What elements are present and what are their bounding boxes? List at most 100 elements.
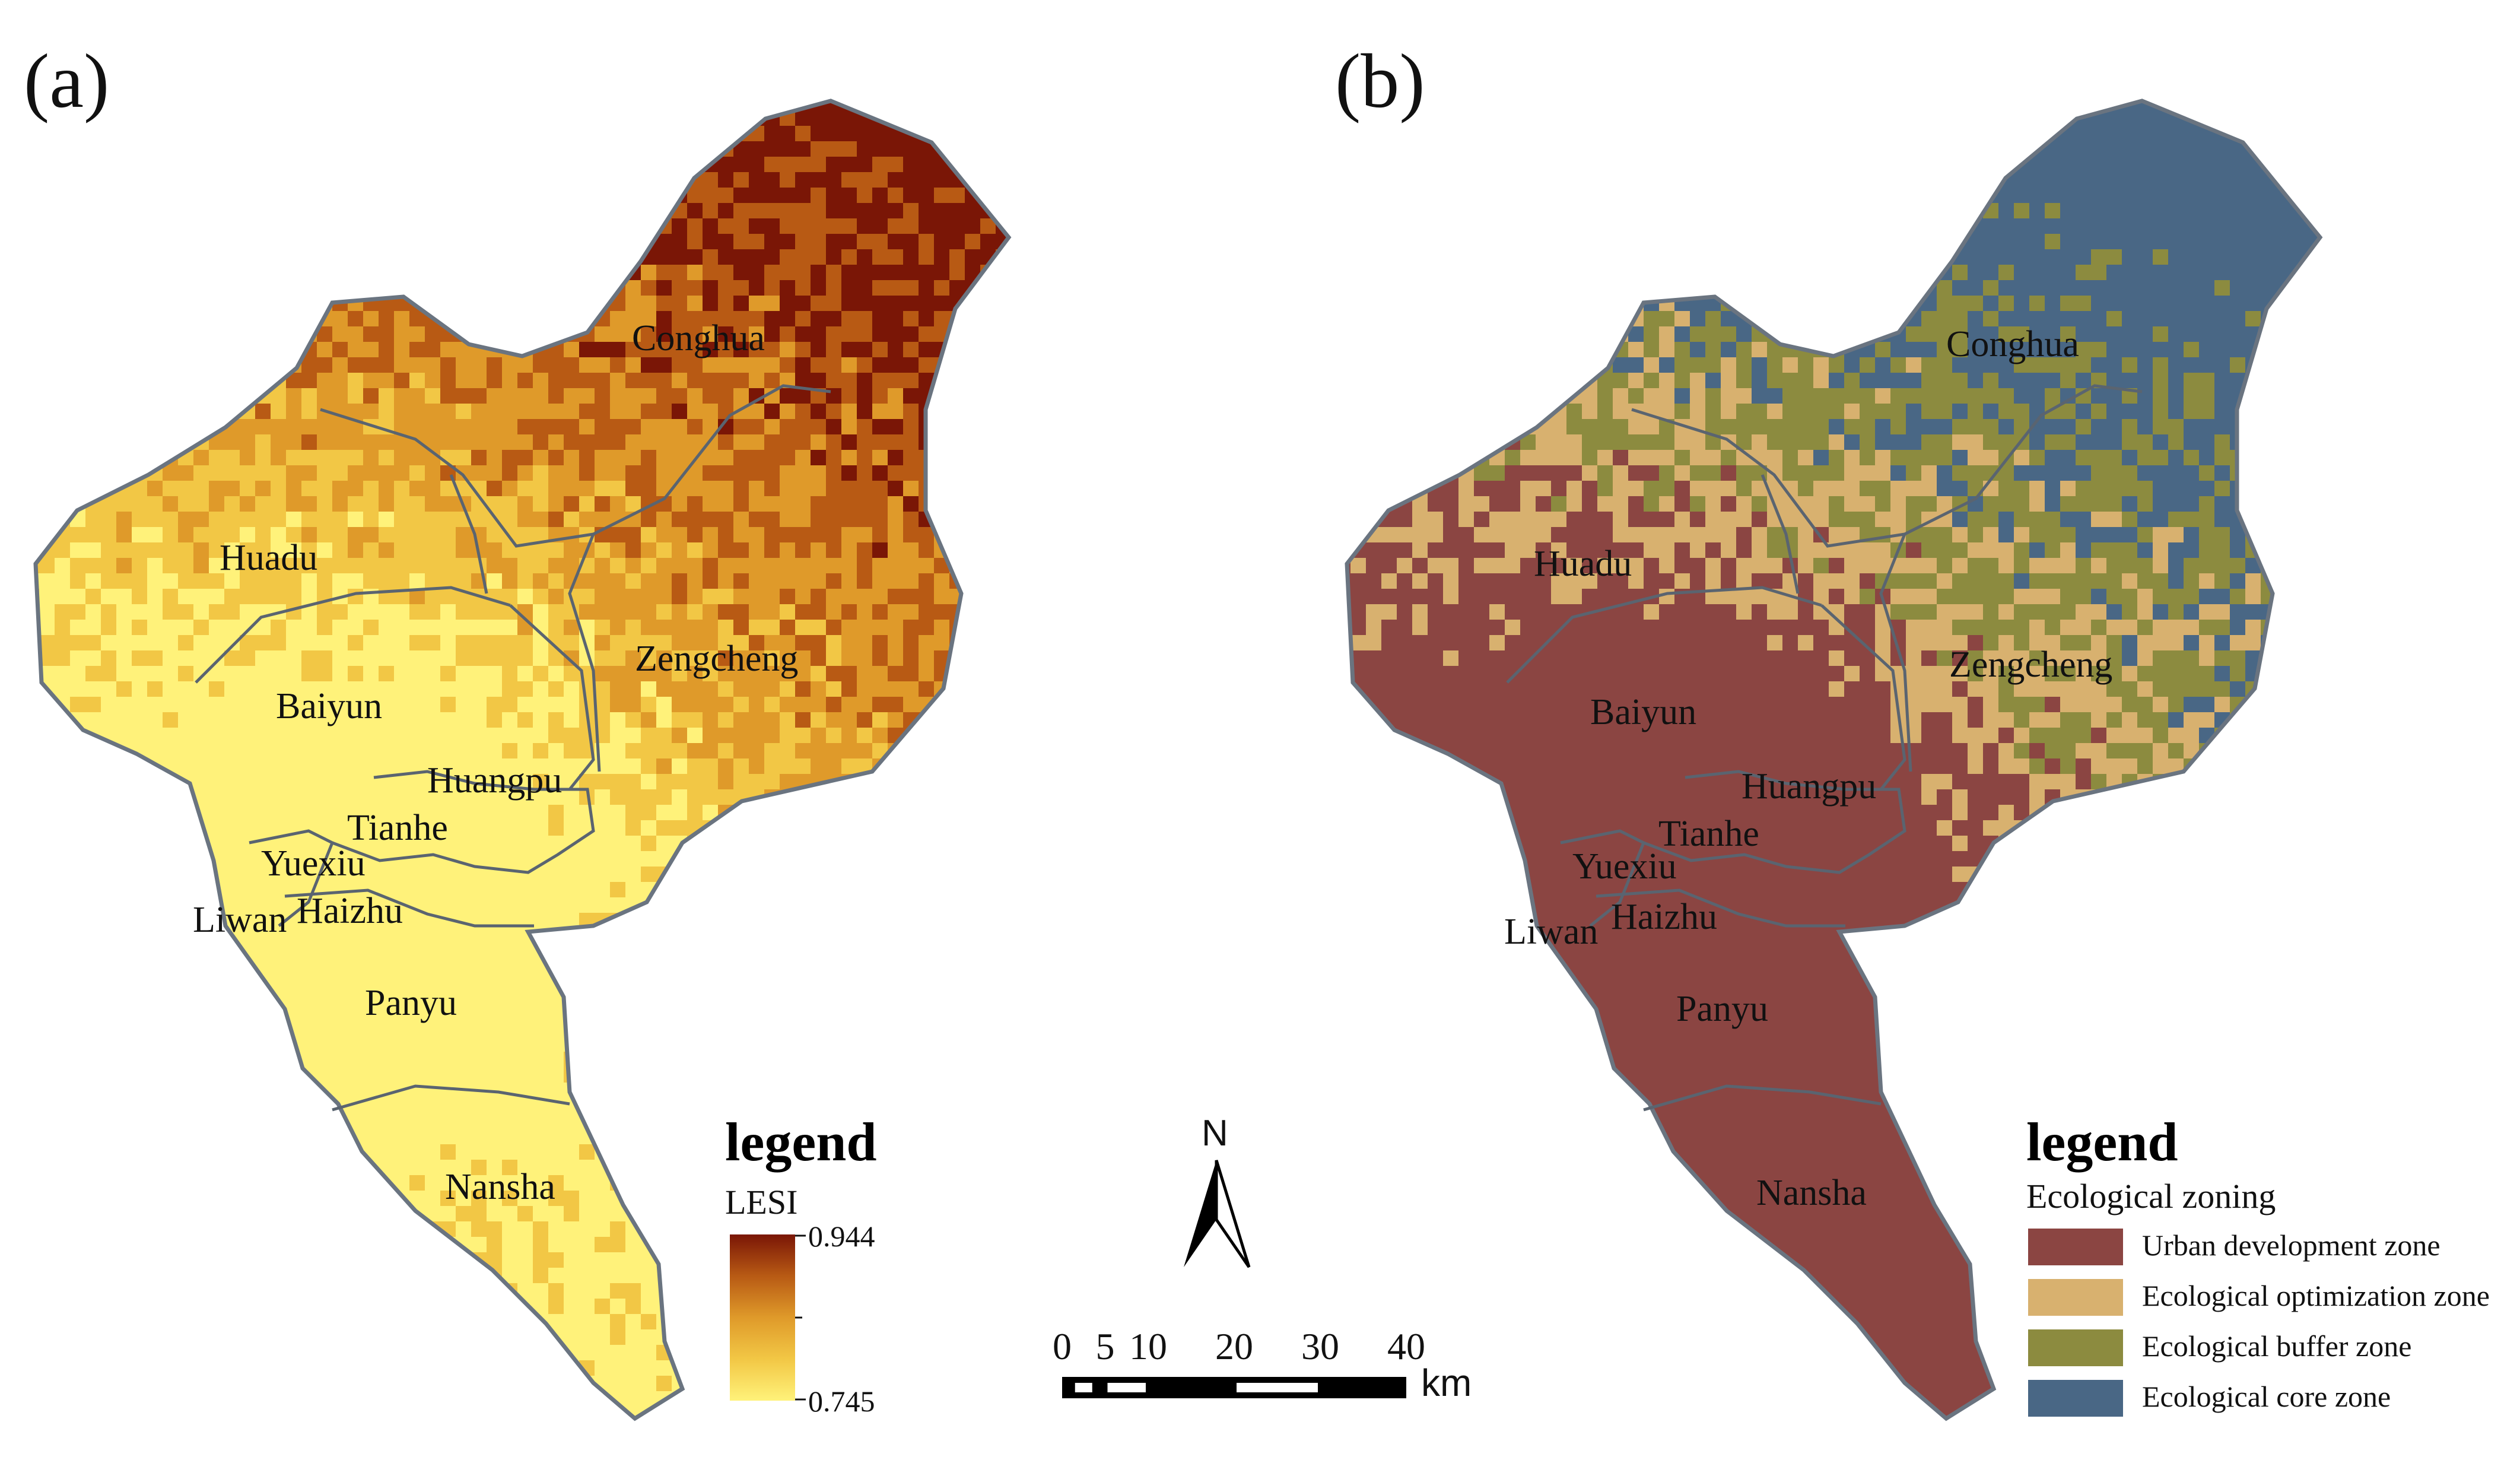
raster-cell bbox=[301, 620, 317, 636]
raster-cell bbox=[456, 188, 472, 204]
raster-cell bbox=[224, 728, 240, 744]
raster-cell bbox=[286, 635, 302, 651]
raster-cell bbox=[517, 743, 533, 759]
raster-cell bbox=[440, 527, 456, 543]
raster-cell bbox=[703, 589, 719, 605]
raster-cell bbox=[919, 1067, 935, 1083]
raster-cell bbox=[996, 1129, 1009, 1145]
raster-cell bbox=[487, 157, 503, 173]
raster-cell bbox=[888, 527, 904, 543]
raster-cell bbox=[39, 218, 55, 234]
raster-cell bbox=[934, 990, 950, 1006]
raster-cell bbox=[872, 1252, 888, 1268]
raster-cell bbox=[703, 1221, 719, 1237]
raster-cell bbox=[132, 666, 148, 682]
raster-cell bbox=[733, 326, 749, 342]
raster-cell bbox=[301, 357, 317, 373]
raster-cell bbox=[85, 342, 101, 358]
raster-cell bbox=[996, 311, 1009, 327]
raster-cell bbox=[85, 234, 101, 250]
raster-cell bbox=[749, 805, 765, 821]
raster-cell bbox=[934, 296, 950, 312]
raster-cell bbox=[240, 434, 256, 450]
raster-cell bbox=[394, 311, 410, 327]
raster-cell bbox=[286, 697, 302, 713]
raster-cell bbox=[55, 928, 71, 944]
raster-cell bbox=[1011, 280, 1027, 296]
raster-cell bbox=[301, 1129, 317, 1145]
raster-cell bbox=[456, 234, 472, 250]
raster-cell bbox=[919, 1113, 935, 1129]
raster-cell bbox=[132, 820, 148, 836]
raster-cell bbox=[996, 1083, 1009, 1099]
raster-cell bbox=[178, 712, 194, 728]
raster-cell bbox=[903, 1129, 919, 1145]
raster-cell bbox=[70, 1252, 86, 1268]
raster-cell bbox=[780, 650, 796, 666]
raster-cell bbox=[271, 512, 287, 528]
raster-cell bbox=[533, 126, 549, 142]
raster-cell bbox=[718, 101, 734, 111]
raster-cell bbox=[641, 1098, 657, 1114]
raster-cell bbox=[548, 620, 564, 636]
raster-cell bbox=[934, 851, 950, 867]
raster-cell bbox=[85, 512, 101, 528]
raster-cell bbox=[163, 326, 179, 342]
raster-cell bbox=[363, 342, 379, 358]
raster-cell bbox=[1011, 1129, 1027, 1145]
raster-cell bbox=[564, 126, 580, 142]
raster-cell bbox=[363, 1221, 379, 1237]
raster-cell bbox=[379, 650, 395, 666]
raster-cell bbox=[163, 913, 179, 929]
raster-cell bbox=[409, 558, 425, 574]
raster-cell bbox=[749, 296, 765, 312]
raster-cell bbox=[610, 450, 626, 466]
raster-cell bbox=[471, 975, 487, 991]
raster-cell bbox=[409, 465, 425, 481]
raster-cell bbox=[1011, 357, 1027, 373]
raster-cell bbox=[641, 851, 657, 867]
raster-cell bbox=[317, 681, 333, 697]
raster-cell bbox=[116, 728, 132, 744]
raster-cell bbox=[595, 558, 611, 574]
raster-cell bbox=[564, 280, 580, 296]
raster-cell bbox=[795, 635, 811, 651]
raster-cell bbox=[980, 542, 996, 558]
raster-cell bbox=[440, 373, 456, 389]
raster-cell bbox=[39, 743, 55, 759]
raster-cell bbox=[857, 867, 873, 883]
raster-cell bbox=[132, 604, 148, 620]
raster-cell bbox=[579, 851, 595, 867]
raster-cell bbox=[271, 342, 287, 358]
raster-cell bbox=[826, 234, 842, 250]
raster-cell bbox=[409, 1036, 425, 1052]
raster-cell bbox=[919, 203, 935, 219]
raster-cell bbox=[610, 481, 626, 497]
raster-cell bbox=[857, 1021, 873, 1037]
raster-cell bbox=[749, 280, 765, 296]
raster-cell bbox=[286, 666, 302, 682]
raster-cell bbox=[193, 697, 209, 713]
raster-cell bbox=[209, 1005, 225, 1021]
raster-cell bbox=[286, 1252, 302, 1268]
raster-cell bbox=[980, 234, 996, 250]
raster-cell bbox=[564, 789, 580, 805]
raster-cell bbox=[163, 944, 179, 960]
raster-cell bbox=[332, 1175, 348, 1191]
raster-cell bbox=[919, 249, 935, 265]
raster-cell bbox=[811, 512, 827, 528]
raster-cell bbox=[36, 1206, 40, 1222]
raster-cell bbox=[780, 157, 796, 173]
raster-cell bbox=[595, 496, 611, 512]
raster-cell bbox=[456, 110, 472, 126]
raster-cell bbox=[672, 712, 688, 728]
raster-cell bbox=[980, 342, 996, 358]
raster-cell bbox=[595, 1052, 611, 1068]
raster-cell bbox=[132, 913, 148, 929]
raster-cell bbox=[872, 1175, 888, 1191]
raster-cell bbox=[286, 1067, 302, 1083]
raster-cell bbox=[132, 357, 148, 373]
raster-cell bbox=[625, 743, 641, 759]
raster-cell bbox=[36, 743, 40, 759]
raster-cell bbox=[872, 172, 888, 188]
